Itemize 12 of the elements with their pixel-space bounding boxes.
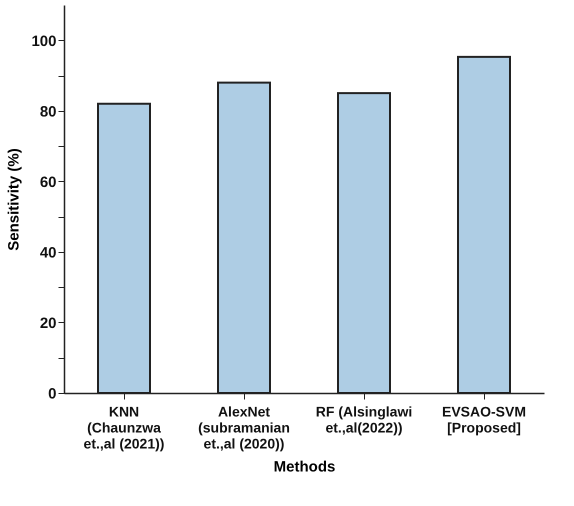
y-tick-label: 40 — [40, 244, 56, 262]
y-tick-label: 100 — [31, 32, 56, 50]
x-tick-label: EVSAO-SVM [Proposed] — [442, 404, 526, 436]
x-tick-label: AlexNet (subramanian et.,al (2020)) — [198, 404, 290, 452]
y-tick-label: 80 — [40, 103, 56, 120]
y-tick-label: 20 — [40, 314, 56, 332]
y-tick-label: 60 — [40, 174, 56, 191]
x-axis-title: Methods — [274, 458, 336, 476]
x-tick-label: RF (Alsinglawi et.,al(2022)) — [316, 404, 412, 436]
x-tick-label: KNN (Chaunzwa et.,al (2021)) — [84, 404, 164, 452]
y-axis-title: Sensitivity (%) — [5, 148, 22, 251]
y-tick-label: 0 — [48, 386, 56, 402]
